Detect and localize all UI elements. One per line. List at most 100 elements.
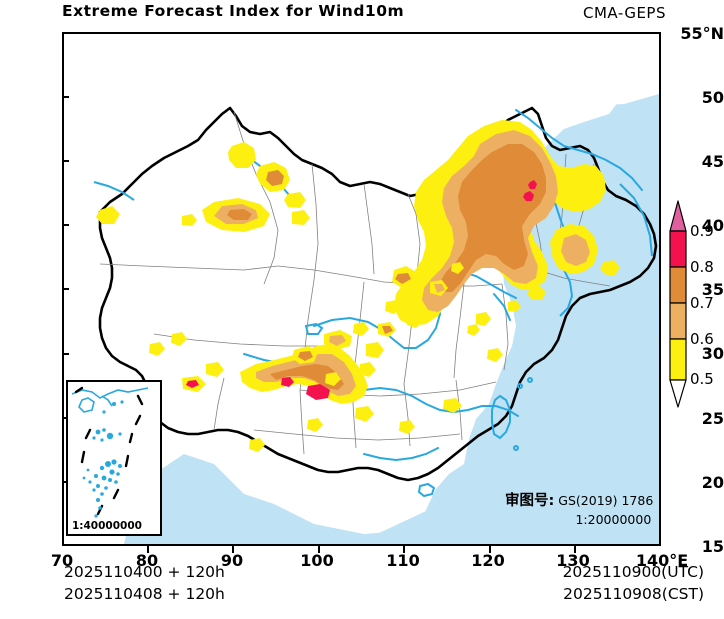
model-label: CMA-GEPS — [583, 4, 666, 22]
taiwan-island — [491, 394, 511, 440]
footer-valid-cst: 2025110908(CST) — [563, 585, 704, 603]
efi-central-10 — [399, 420, 415, 434]
xtick-label-80: 80 — [135, 551, 159, 570]
inset-graphic — [68, 382, 160, 534]
efi-central-2 — [419, 260, 435, 275]
efi-central-7 — [353, 322, 369, 336]
efi-ne-small-3 — [508, 300, 521, 312]
efi-tibet-blob6b — [382, 326, 393, 334]
coast-river-a — [493, 293, 511, 321]
efi-tibet-blob3b — [329, 335, 346, 346]
ytick-label-25: 25 — [701, 409, 724, 428]
ytick-label-55: 55°N — [680, 24, 724, 43]
colorbar-band-0.5-0.6 — [669, 338, 687, 381]
island-dot-c — [513, 445, 519, 451]
efi-xj-2b — [266, 170, 284, 186]
xtick-label-100: 100 — [300, 551, 334, 570]
xtick-label-90: 90 — [220, 551, 244, 570]
efi-tibet-crimson — [281, 377, 294, 387]
efi-central-1b — [395, 273, 411, 284]
ytick-mark — [62, 160, 69, 162]
efi-hotspot-ne-red-b — [523, 191, 534, 201]
efi-tibet-blob2b — [298, 351, 313, 361]
xtick-mark — [574, 546, 576, 553]
ytick-label-40: 40 — [701, 216, 724, 235]
colorbar-label-0.6: 0.6 — [690, 330, 714, 348]
efi-tibet-blob5 — [359, 362, 376, 377]
xtick-mark — [403, 546, 405, 553]
ytick-label-30: 30 — [701, 344, 724, 363]
efi-central-4 — [385, 300, 401, 314]
efi-central-12 — [487, 348, 503, 362]
colorbar-band-above-0.9 — [669, 200, 687, 232]
nine-dash-line — [74, 386, 144, 516]
efi-central-9 — [355, 406, 374, 422]
efi-central-14 — [249, 438, 265, 452]
colorbar-band-below-0.5 — [669, 379, 687, 408]
pearl-river — [363, 447, 439, 462]
efi-central-11 — [443, 398, 462, 413]
ytick-label-15: 15 — [701, 537, 724, 556]
colorbar-label-0.5: 0.5 — [690, 370, 714, 388]
xtick-mark — [489, 546, 491, 553]
china-national-border — [98, 106, 658, 482]
footer-init-utc: 2025110400 + 120h — [64, 563, 225, 581]
inset-islands — [82, 400, 124, 518]
south-china-sea-inset[interactable]: 1:40000000 — [66, 380, 162, 536]
xtick-label-120: 120 — [471, 551, 505, 570]
map-approval-attribution: 审图号: GS(2019) 1786 1:20000000 — [505, 492, 653, 528]
ytick-mark — [62, 288, 69, 290]
efi-band-ne-dorange — [440, 144, 546, 292]
efi-ne-small-4 — [476, 312, 491, 326]
efi-shading — [96, 120, 620, 452]
xtick-label-130: 130 — [556, 551, 590, 570]
footer-init-cst: 2025110408 + 120h — [64, 585, 225, 603]
ytick-label-35: 35 — [701, 280, 724, 299]
xtick-mark — [318, 546, 320, 553]
efi-xj-1 — [228, 142, 256, 168]
footer-valid-utc: 2025110900(UTC) — [562, 563, 704, 581]
south-china-sea — [364, 426, 516, 542]
colorbar-band-0.8-0.9 — [669, 230, 687, 268]
island-dot-b — [527, 377, 533, 383]
ytick-label-50: 50 — [701, 88, 724, 107]
xtick-label-110: 110 — [386, 551, 420, 570]
heilongjiang — [515, 109, 643, 191]
efi-xj-6 — [182, 214, 197, 226]
colorbar-label-0.9: 0.9 — [690, 222, 714, 240]
colorbar-graphic — [669, 200, 687, 408]
ytick-mark — [62, 224, 69, 226]
efi-hotspot-ne-red-a — [528, 180, 537, 189]
island-dot-a — [517, 383, 523, 389]
ytick-label-20: 20 — [701, 473, 724, 492]
map-scale-label: 1:20000000 — [575, 511, 652, 527]
efi-central-6 — [451, 262, 464, 274]
efi-central-8 — [325, 372, 341, 386]
colorbar-label-0.8: 0.8 — [690, 258, 714, 276]
coastline-islands — [93, 181, 653, 498]
ytick-mark — [62, 353, 69, 355]
korea-coast — [559, 269, 574, 317]
ytick-mark — [62, 417, 69, 419]
efi-xj-7 — [96, 206, 120, 224]
efi-tibet-blob4 — [366, 342, 384, 358]
colorbar-band-0.6-0.7 — [669, 302, 687, 340]
efi-ne-plain-orange — [561, 234, 590, 266]
xtick-mark — [147, 546, 149, 553]
map-graphic — [64, 34, 659, 544]
japan-coast — [619, 183, 653, 257]
efi-tibet-blob8b — [186, 380, 199, 388]
efi-tibet-blob7 — [206, 362, 224, 377]
lake-qinghai — [304, 322, 324, 335]
hainan-island — [417, 482, 436, 498]
xtick-label-70: 70 — [50, 551, 74, 570]
efi-central-5 — [407, 314, 423, 328]
ytick-label-45: 45 — [701, 152, 724, 171]
inset-coastline — [71, 387, 149, 413]
lake-balkhash — [93, 181, 135, 201]
colorbar[interactable]: 0.9 0.8 0.7 0.6 0.5 — [666, 198, 724, 410]
colorbar-label-0.7: 0.7 — [690, 294, 714, 312]
efi-central-15 — [467, 324, 480, 336]
efi-tibet-dorange — [270, 364, 344, 390]
inset-scale-label: 1:40000000 — [72, 520, 142, 532]
